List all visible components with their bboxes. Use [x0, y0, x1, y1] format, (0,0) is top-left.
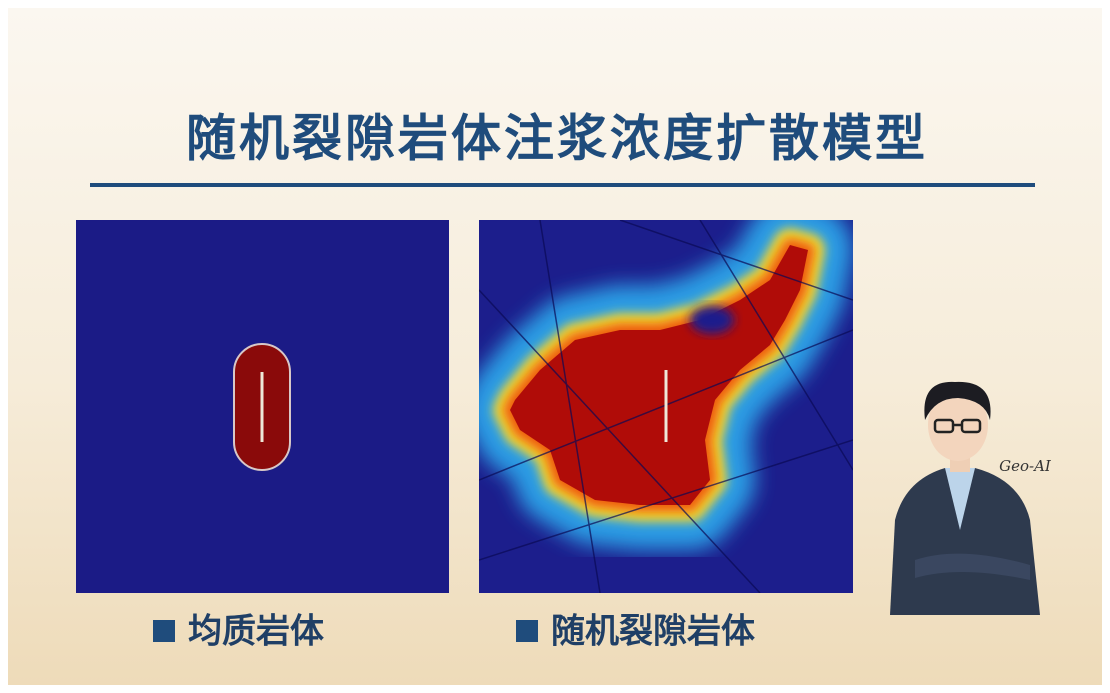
spread-core [510, 245, 808, 505]
label-bullet [516, 620, 538, 642]
avatar-shirt [945, 468, 975, 530]
fracture [479, 439, 853, 561]
fractured-panel [479, 220, 853, 593]
spread-hole [690, 306, 734, 334]
fracture [539, 220, 601, 593]
grout-spread [479, 220, 853, 550]
avatar: Geo-AI [890, 381, 1052, 615]
panel-label: 均质岩体 [188, 612, 324, 652]
fracture [619, 220, 853, 301]
avatar-arms [915, 553, 1030, 580]
panel-label: 随机裂隙岩体 [551, 612, 755, 652]
avatar-suit [890, 468, 1040, 615]
label-bullet [153, 620, 175, 642]
title-underline [90, 183, 1035, 187]
slide-title: 随机裂隙岩体注浆浓度扩散模型 [186, 110, 928, 168]
fracture [699, 220, 853, 471]
fractures [479, 220, 853, 593]
avatar-hair [924, 381, 991, 420]
avatar-signature: Geo-AI [999, 457, 1052, 475]
fracture [479, 289, 761, 593]
avatar-glasses [933, 418, 982, 434]
homogeneous-panel [76, 220, 449, 593]
